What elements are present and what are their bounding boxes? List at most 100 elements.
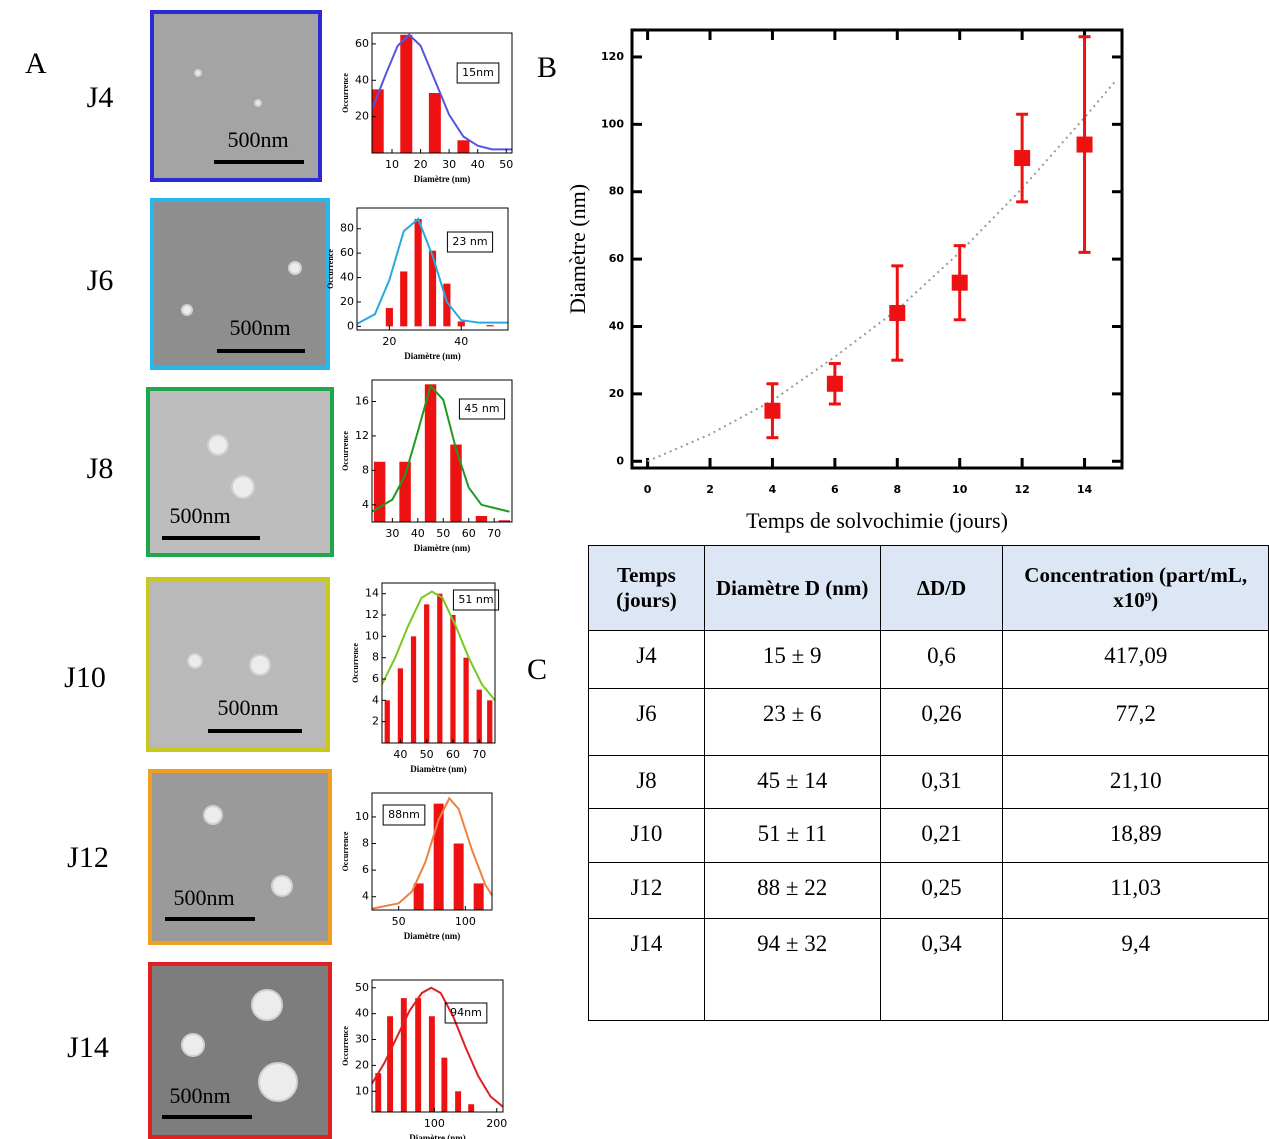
annotation-box bbox=[446, 231, 494, 253]
table-cell: J14 bbox=[588, 918, 705, 1021]
bar bbox=[428, 93, 441, 153]
table-cell: 0,25 bbox=[879, 862, 1004, 919]
header-cell: Concentration (part/mL, x10⁹) bbox=[1002, 545, 1269, 631]
x-tick-label: 200 bbox=[486, 1117, 507, 1130]
table-cell: 9,4 bbox=[1002, 918, 1269, 1021]
y-tick-label: 60 bbox=[355, 37, 369, 50]
table-row: J4 15 ± 9 0,6 417,09 bbox=[588, 630, 1269, 689]
point bbox=[1076, 136, 1093, 153]
scale-bar-label: 500nm bbox=[229, 315, 290, 340]
y-tick-label: 20 bbox=[340, 295, 354, 308]
bar bbox=[413, 883, 424, 910]
scale-bar-label: 500nm bbox=[227, 127, 288, 152]
x-tick-label: 4 bbox=[769, 483, 777, 496]
bar bbox=[373, 461, 386, 522]
bar bbox=[475, 515, 488, 522]
header-cell: Temps (jours) bbox=[588, 545, 705, 631]
x-axis-label: Diamètre (nm) bbox=[404, 351, 461, 361]
y-tick-label: 20 bbox=[609, 387, 625, 400]
plot-frame bbox=[371, 32, 513, 154]
bar bbox=[457, 321, 465, 327]
plot-frame bbox=[630, 28, 1124, 470]
table-cell: 0,21 bbox=[879, 808, 1004, 863]
y-tick-label: 6 bbox=[362, 863, 369, 876]
particle bbox=[288, 261, 302, 275]
x-tick-label: 50 bbox=[420, 748, 434, 761]
bar bbox=[397, 668, 404, 743]
particle bbox=[249, 654, 271, 676]
x-tick-label: 70 bbox=[472, 748, 486, 761]
annotation-box bbox=[458, 398, 506, 420]
scale-bar-label: 500nm bbox=[173, 885, 234, 910]
y-tick-label: 80 bbox=[340, 222, 354, 235]
particle bbox=[271, 875, 293, 897]
x-tick-label: 100 bbox=[424, 1117, 445, 1130]
point bbox=[951, 274, 968, 291]
table-cell: 11,03 bbox=[1002, 862, 1269, 919]
fit-curve bbox=[372, 33, 512, 151]
table-row: J6 23 ± 6 0,26 77,2 bbox=[588, 688, 1269, 756]
annotation: 23 nm bbox=[452, 235, 487, 248]
annotation-box bbox=[452, 589, 500, 611]
y-tick-label: 80 bbox=[609, 185, 625, 198]
particle bbox=[207, 434, 229, 456]
annotation: 15nm bbox=[462, 66, 494, 79]
particle bbox=[181, 1033, 205, 1057]
header-row: Temps (jours) Diamètre D (nm) ΔD/D Concentr… bbox=[588, 545, 1269, 631]
x-tick-label: 40 bbox=[393, 748, 407, 761]
bar bbox=[372, 89, 384, 153]
point bbox=[764, 402, 781, 419]
bar bbox=[468, 1104, 475, 1112]
y-tick-label: 12 bbox=[365, 608, 379, 621]
bar bbox=[457, 140, 470, 153]
y-axis-label: Diamètre (nm) bbox=[565, 184, 590, 314]
bar bbox=[424, 604, 430, 743]
y-tick-label: 40 bbox=[609, 319, 625, 332]
bar bbox=[400, 34, 413, 153]
x-tick-label: 60 bbox=[462, 527, 476, 540]
x-axis-label: Diamètre (nm) bbox=[410, 764, 467, 774]
annotation-box bbox=[444, 1002, 488, 1024]
y-tick-label: 60 bbox=[340, 246, 354, 259]
plot-frame bbox=[356, 207, 509, 331]
x-tick-label: 70 bbox=[487, 527, 501, 540]
bar bbox=[414, 218, 422, 327]
plot-frame bbox=[371, 379, 513, 523]
point bbox=[889, 305, 906, 322]
particle bbox=[187, 653, 203, 669]
y-tick-label: 20 bbox=[355, 110, 369, 123]
table-row: J12 88 ± 22 0,25 11,03 bbox=[588, 862, 1269, 919]
y-axis-label: Occurrence bbox=[341, 1026, 350, 1066]
x-tick-label: 6 bbox=[831, 483, 839, 496]
bar bbox=[441, 1057, 448, 1112]
bar bbox=[443, 283, 451, 327]
fit-curve bbox=[372, 986, 503, 1108]
bar bbox=[428, 250, 437, 327]
y-tick-label: 10 bbox=[355, 1084, 369, 1097]
table-cell: 18,89 bbox=[1002, 808, 1269, 863]
y-axis-label: Occurrence bbox=[341, 73, 350, 113]
plot-frame bbox=[371, 979, 504, 1113]
x-tick-label: 100 bbox=[455, 915, 476, 928]
sem-image bbox=[146, 577, 330, 752]
bar bbox=[400, 271, 408, 327]
x-tick-label: 10 bbox=[385, 158, 399, 171]
y-axis-label: Occurrence bbox=[351, 643, 360, 683]
y-tick-label: 120 bbox=[601, 50, 624, 63]
bar bbox=[415, 998, 422, 1112]
y-tick-label: 40 bbox=[340, 271, 354, 284]
fit-curve bbox=[382, 590, 495, 701]
x-tick-label: 60 bbox=[446, 748, 460, 761]
fit-curve bbox=[372, 796, 492, 910]
x-tick-label: 12 bbox=[1014, 483, 1029, 496]
y-tick-label: 14 bbox=[365, 587, 379, 600]
particle bbox=[258, 1062, 298, 1102]
bar bbox=[437, 593, 443, 743]
y-tick-label: 10 bbox=[365, 629, 379, 642]
table-cell: 0,26 bbox=[879, 688, 1004, 756]
annotation-box bbox=[382, 804, 426, 826]
annotation: 51 nm bbox=[458, 593, 493, 606]
particle bbox=[194, 69, 202, 77]
y-tick-label: 8 bbox=[362, 837, 369, 850]
